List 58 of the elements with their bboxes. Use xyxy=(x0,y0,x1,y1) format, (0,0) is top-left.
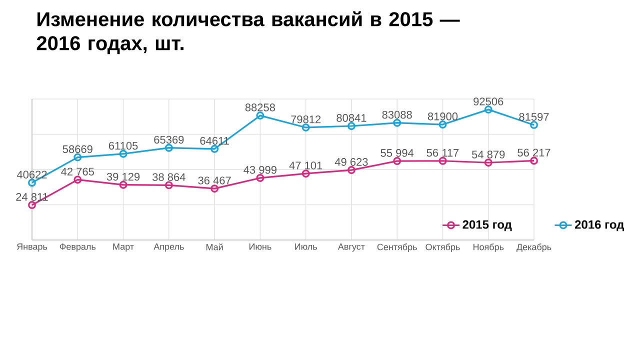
data-label: 65369 xyxy=(154,136,184,144)
data-label: 49 623 xyxy=(334,158,368,166)
point xyxy=(164,144,173,152)
data-label: 92506 xyxy=(474,98,504,106)
x-tick-label: Июль xyxy=(295,244,317,250)
point xyxy=(256,174,264,182)
point xyxy=(393,157,402,166)
data-label: 83088 xyxy=(382,110,412,119)
data-label: 80841 xyxy=(336,114,366,122)
data-label: 43 999 xyxy=(244,166,276,174)
x-tick-label: Сентябрь xyxy=(377,244,417,252)
point xyxy=(119,180,128,189)
data-label: 54 879 xyxy=(472,150,505,158)
data-label: 56 217 xyxy=(518,148,550,157)
point xyxy=(302,123,310,132)
point xyxy=(484,158,492,167)
point xyxy=(164,181,173,190)
point xyxy=(302,170,310,178)
data-label: 81597 xyxy=(519,112,549,121)
x-tick-label: Февраль xyxy=(60,244,96,252)
x-tick-label: Август xyxy=(338,244,365,252)
x-tick-label: Май xyxy=(206,244,223,250)
data-label: 47 101 xyxy=(289,162,322,170)
chart-title: Изменение количества вакансий в 2015 — 2016 годах, шт. xyxy=(36,11,460,54)
data-label: 81900 xyxy=(428,112,458,120)
data-label: 58669 xyxy=(62,145,92,154)
point xyxy=(393,118,402,127)
legend-label: 2015 год xyxy=(462,220,512,232)
x-tick-label: Ноябрь xyxy=(473,244,504,252)
data-label: 79812 xyxy=(291,115,321,124)
data-label: 56 117 xyxy=(426,148,459,157)
point xyxy=(484,106,492,114)
data-label: 36 467 xyxy=(198,176,231,184)
point xyxy=(438,156,447,165)
point xyxy=(74,153,82,162)
x-tick-label: Июнь xyxy=(249,244,272,250)
point xyxy=(210,184,219,193)
data-label: 61105 xyxy=(108,142,138,150)
legend-label: 2016 год xyxy=(574,220,624,232)
x-tick-label: Март xyxy=(113,244,134,252)
x-tick-label: Апрель xyxy=(154,244,184,252)
point xyxy=(256,112,264,120)
point xyxy=(347,166,356,174)
data-label: 38 864 xyxy=(152,173,186,182)
point xyxy=(119,150,128,158)
point xyxy=(74,176,82,184)
x-tick-label: Декабрь xyxy=(516,244,552,252)
x-tick-label: Октябрь xyxy=(426,244,460,252)
data-label: 55 994 xyxy=(380,149,414,157)
point xyxy=(210,144,219,153)
data-label: 24 811 xyxy=(16,193,48,201)
point xyxy=(347,122,356,130)
data-label: 40622 xyxy=(16,170,47,179)
data-label: 42 765 xyxy=(61,168,94,176)
data-label: 88258 xyxy=(245,104,275,112)
x-tick-label: Январь xyxy=(17,244,48,252)
point xyxy=(438,120,447,129)
data-label: 39 129 xyxy=(106,172,140,181)
